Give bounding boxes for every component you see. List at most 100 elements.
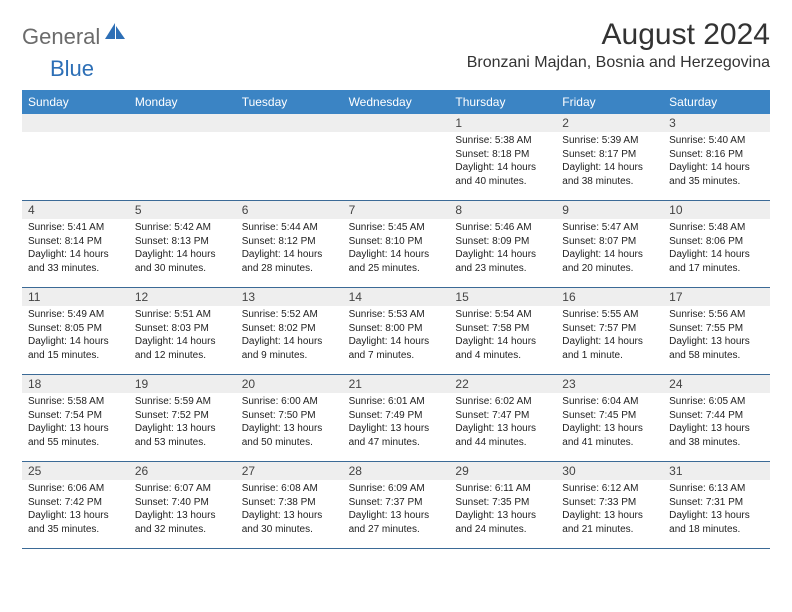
- daylight-line: and 55 minutes.: [28, 436, 123, 450]
- dow-wednesday: Wednesday: [343, 90, 450, 114]
- sunrise-line: Sunrise: 5:47 AM: [562, 221, 657, 235]
- sunset-line: Sunset: 7:40 PM: [135, 496, 230, 510]
- day-body: Sunrise: 6:11 AMSunset: 7:35 PMDaylight:…: [449, 480, 556, 540]
- day-body: Sunrise: 5:48 AMSunset: 8:06 PMDaylight:…: [663, 219, 770, 279]
- sunset-line: Sunset: 8:17 PM: [562, 148, 657, 162]
- calendar-day-cell: 11Sunrise: 5:49 AMSunset: 8:05 PMDayligh…: [22, 288, 129, 374]
- day-number: 16: [556, 288, 663, 306]
- day-body: Sunrise: 6:06 AMSunset: 7:42 PMDaylight:…: [22, 480, 129, 540]
- calendar-day-cell: 5Sunrise: 5:42 AMSunset: 8:13 PMDaylight…: [129, 201, 236, 287]
- day-body: Sunrise: 5:46 AMSunset: 8:09 PMDaylight:…: [449, 219, 556, 279]
- day-number: 5: [129, 201, 236, 219]
- daylight-line: and 12 minutes.: [135, 349, 230, 363]
- daylight-line: and 38 minutes.: [669, 436, 764, 450]
- daylight-line: Daylight: 14 hours: [669, 248, 764, 262]
- daylight-line: Daylight: 13 hours: [455, 509, 550, 523]
- sunset-line: Sunset: 8:12 PM: [242, 235, 337, 249]
- daylight-line: Daylight: 13 hours: [669, 422, 764, 436]
- day-number: 14: [343, 288, 450, 306]
- day-number: 27: [236, 462, 343, 480]
- sunset-line: Sunset: 7:45 PM: [562, 409, 657, 423]
- day-number: 13: [236, 288, 343, 306]
- calendar-day-cell: 24Sunrise: 6:05 AMSunset: 7:44 PMDayligh…: [663, 375, 770, 461]
- daylight-line: Daylight: 13 hours: [455, 422, 550, 436]
- calendar-day-cell: [343, 114, 450, 200]
- daylight-line: Daylight: 14 hours: [28, 335, 123, 349]
- day-number: 30: [556, 462, 663, 480]
- calendar-day-cell: [22, 114, 129, 200]
- daylight-line: Daylight: 14 hours: [242, 335, 337, 349]
- calendar-week-row: 4Sunrise: 5:41 AMSunset: 8:14 PMDaylight…: [22, 201, 770, 288]
- sunrise-line: Sunrise: 6:04 AM: [562, 395, 657, 409]
- sunrise-line: Sunrise: 6:05 AM: [669, 395, 764, 409]
- sunset-line: Sunset: 7:52 PM: [135, 409, 230, 423]
- daylight-line: and 58 minutes.: [669, 349, 764, 363]
- sunset-line: Sunset: 7:35 PM: [455, 496, 550, 510]
- location-line: Bronzani Majdan, Bosnia and Herzegovina: [467, 54, 770, 72]
- sunrise-line: Sunrise: 5:52 AM: [242, 308, 337, 322]
- daylight-line: and 50 minutes.: [242, 436, 337, 450]
- sunrise-line: Sunrise: 6:06 AM: [28, 482, 123, 496]
- daylight-line: Daylight: 14 hours: [349, 335, 444, 349]
- sunset-line: Sunset: 8:00 PM: [349, 322, 444, 336]
- calendar-day-cell: 31Sunrise: 6:13 AMSunset: 7:31 PMDayligh…: [663, 462, 770, 548]
- daylight-line: Daylight: 14 hours: [669, 161, 764, 175]
- day-number: 3: [663, 114, 770, 132]
- calendar-day-cell: [129, 114, 236, 200]
- sunset-line: Sunset: 7:50 PM: [242, 409, 337, 423]
- sunset-line: Sunset: 7:57 PM: [562, 322, 657, 336]
- daylight-line: Daylight: 13 hours: [562, 509, 657, 523]
- sunset-line: Sunset: 8:09 PM: [455, 235, 550, 249]
- daylight-line: Daylight: 13 hours: [135, 422, 230, 436]
- title-block: August 2024 Bronzani Majdan, Bosnia and …: [467, 18, 770, 72]
- sunset-line: Sunset: 8:10 PM: [349, 235, 444, 249]
- calendar-day-cell: 19Sunrise: 5:59 AMSunset: 7:52 PMDayligh…: [129, 375, 236, 461]
- daylight-line: and 35 minutes.: [669, 175, 764, 189]
- day-body: Sunrise: 5:58 AMSunset: 7:54 PMDaylight:…: [22, 393, 129, 453]
- day-body: Sunrise: 5:42 AMSunset: 8:13 PMDaylight:…: [129, 219, 236, 279]
- sunrise-line: Sunrise: 5:44 AM: [242, 221, 337, 235]
- dow-friday: Friday: [556, 90, 663, 114]
- daylight-line: and 15 minutes.: [28, 349, 123, 363]
- daylight-line: Daylight: 13 hours: [135, 509, 230, 523]
- dow-thursday: Thursday: [449, 90, 556, 114]
- calendar-day-cell: 15Sunrise: 5:54 AMSunset: 7:58 PMDayligh…: [449, 288, 556, 374]
- day-body: Sunrise: 6:04 AMSunset: 7:45 PMDaylight:…: [556, 393, 663, 453]
- day-body: Sunrise: 5:45 AMSunset: 8:10 PMDaylight:…: [343, 219, 450, 279]
- daylight-line: Daylight: 14 hours: [455, 248, 550, 262]
- daylight-line: and 28 minutes.: [242, 262, 337, 276]
- sunset-line: Sunset: 8:05 PM: [28, 322, 123, 336]
- day-body: Sunrise: 6:09 AMSunset: 7:37 PMDaylight:…: [343, 480, 450, 540]
- daylight-line: and 25 minutes.: [349, 262, 444, 276]
- dow-tuesday: Tuesday: [236, 90, 343, 114]
- sunrise-line: Sunrise: 5:58 AM: [28, 395, 123, 409]
- logo: General: [22, 24, 129, 50]
- calendar-day-cell: 20Sunrise: 6:00 AMSunset: 7:50 PMDayligh…: [236, 375, 343, 461]
- day-number: 23: [556, 375, 663, 393]
- sunset-line: Sunset: 8:13 PM: [135, 235, 230, 249]
- sunset-line: Sunset: 8:14 PM: [28, 235, 123, 249]
- calendar-week-row: 18Sunrise: 5:58 AMSunset: 7:54 PMDayligh…: [22, 375, 770, 462]
- sunrise-line: Sunrise: 5:51 AM: [135, 308, 230, 322]
- day-number: 1: [449, 114, 556, 132]
- daylight-line: Daylight: 14 hours: [455, 161, 550, 175]
- sunrise-line: Sunrise: 5:48 AM: [669, 221, 764, 235]
- calendar-page: General August 2024 Bronzani Majdan, Bos…: [0, 0, 792, 567]
- day-body: Sunrise: 6:08 AMSunset: 7:38 PMDaylight:…: [236, 480, 343, 540]
- daylight-line: and 53 minutes.: [135, 436, 230, 450]
- sunrise-line: Sunrise: 5:54 AM: [455, 308, 550, 322]
- day-number: 26: [129, 462, 236, 480]
- day-number: 25: [22, 462, 129, 480]
- sunrise-line: Sunrise: 6:12 AM: [562, 482, 657, 496]
- sunrise-line: Sunrise: 6:13 AM: [669, 482, 764, 496]
- calendar-day-cell: 1Sunrise: 5:38 AMSunset: 8:18 PMDaylight…: [449, 114, 556, 200]
- sunset-line: Sunset: 7:38 PM: [242, 496, 337, 510]
- daylight-line: and 24 minutes.: [455, 523, 550, 537]
- sunset-line: Sunset: 7:44 PM: [669, 409, 764, 423]
- day-number: 21: [343, 375, 450, 393]
- day-number: 15: [449, 288, 556, 306]
- dow-header-row: Sunday Monday Tuesday Wednesday Thursday…: [22, 90, 770, 114]
- page-title: August 2024: [467, 18, 770, 52]
- daylight-line: and 35 minutes.: [28, 523, 123, 537]
- day-number: 29: [449, 462, 556, 480]
